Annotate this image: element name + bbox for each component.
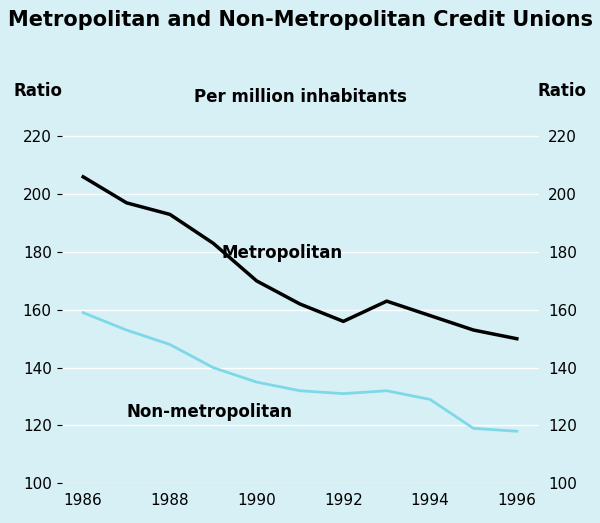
Text: Metropolitan: Metropolitan xyxy=(222,244,343,262)
Text: Ratio: Ratio xyxy=(537,82,586,100)
Title: Per million inhabitants: Per million inhabitants xyxy=(194,88,406,106)
Text: Non-metropolitan: Non-metropolitan xyxy=(127,403,293,421)
Text: Metropolitan and Non-Metropolitan Credit Unions: Metropolitan and Non-Metropolitan Credit… xyxy=(7,10,593,30)
Text: Ratio: Ratio xyxy=(14,82,63,100)
